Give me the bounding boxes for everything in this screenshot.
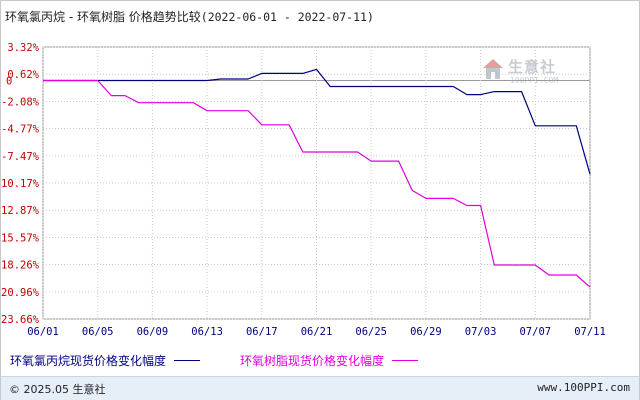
x-tick-label: 07/07	[519, 326, 551, 338]
chart-title-range: (2022-06-01 - 2022-07-11)	[200, 10, 374, 24]
legend-item-series-2: 环氧树脂现货价格变化幅度	[240, 352, 419, 369]
chart-title-text: 环氧氯丙烷 - 环氧树脂 价格趋势比较	[5, 10, 201, 24]
y-tick-label: -7.47%	[1, 151, 40, 163]
y-tick-label: -15.57%	[0, 232, 40, 244]
x-tick-label: 07/11	[574, 326, 606, 338]
y-tick-label: -18.26%	[0, 260, 40, 272]
y-tick-label: -12.87%	[0, 205, 40, 217]
y-tick-label: 3.32%	[7, 42, 39, 54]
y-tick-label: -4.77%	[1, 124, 40, 136]
x-tick-label: 06/25	[355, 326, 387, 338]
series-lines	[43, 68, 591, 288]
footer-website: www.100PPI.com	[537, 381, 630, 394]
y-tick-label: 0.62%	[7, 69, 39, 81]
series-line-1	[43, 68, 591, 175]
x-tick-label: 07/03	[465, 326, 497, 338]
x-tick-label: 06/29	[410, 326, 442, 338]
x-axis-ticks: 06/01 06/05 06/09 06/13 06/17 06/21 06/25 06/29…	[27, 326, 606, 338]
legend-swatch-series-1	[174, 360, 201, 361]
legend-item-series-1: 环氧氯丙烷现货价格变化幅度	[10, 352, 201, 369]
footer-copyright: © 2025.05 生意社	[9, 383, 106, 396]
x-tick-label: 06/01	[27, 326, 59, 338]
chart-title: 环氧氯丙烷 - 环氧树脂 价格趋势比较(2022-06-01 - 2022-07…	[5, 8, 374, 25]
legend-label-series-2: 环氧树脂现货价格变化幅度	[240, 354, 385, 368]
footer-bar	[1, 376, 639, 400]
legend-label-series-1: 环氧氯丙烷现货价格变化幅度	[10, 354, 167, 368]
series-line-2	[43, 79, 591, 288]
x-tick-label: 06/13	[191, 326, 223, 338]
x-tick-label: 06/21	[301, 326, 333, 338]
x-tick-label: 06/17	[246, 326, 278, 338]
house-icon	[483, 59, 503, 79]
x-tick-label: 06/05	[82, 326, 114, 338]
x-tick-label: 06/09	[137, 326, 169, 338]
y-tick-label: -10.17%	[0, 178, 40, 190]
legend-swatch-series-2	[392, 360, 419, 361]
y-tick-label: -2.08%	[1, 96, 40, 108]
grid-lines	[42, 46, 591, 320]
y-tick-label: -23.66%	[0, 314, 40, 326]
watermark-logo: 生意社 100PPI.COM	[480, 56, 576, 92]
y-tick-label: -20.96%	[0, 287, 40, 299]
watermark-sub: 100PPI.COM	[510, 76, 559, 85]
watermark-text: 生意社	[508, 58, 557, 76]
y-zero-label: 0	[6, 75, 12, 87]
y-axis-ticks: 3.32% 0.62% -2.08% -4.77% -7.47% -10.17% -12.8…	[0, 42, 40, 326]
